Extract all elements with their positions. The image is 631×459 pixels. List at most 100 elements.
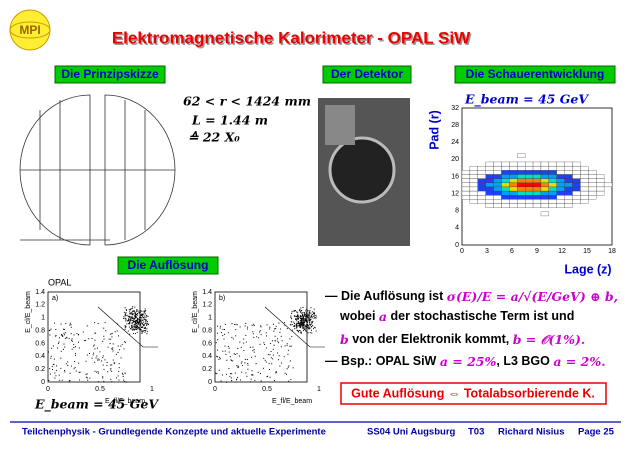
scatter-dot bbox=[111, 348, 113, 350]
scatter-dot bbox=[281, 340, 283, 342]
scatter-dot bbox=[144, 323, 146, 325]
scatter-dot bbox=[288, 380, 290, 382]
scatter-dot bbox=[121, 343, 123, 345]
scatter-dot bbox=[289, 338, 291, 340]
scatter-dot bbox=[307, 310, 309, 312]
scatter-dot bbox=[136, 323, 138, 325]
heat-cell bbox=[548, 178, 557, 183]
scatter-dot bbox=[118, 367, 120, 369]
scatter-dot bbox=[124, 325, 126, 327]
scatter-dot bbox=[102, 376, 104, 378]
scatter-dot bbox=[139, 321, 141, 323]
section-label: Der Detektor bbox=[331, 67, 403, 81]
scatter-dot bbox=[236, 365, 238, 367]
heat-cell bbox=[572, 199, 581, 204]
scatter-dot bbox=[300, 323, 302, 325]
scatter-dot bbox=[131, 315, 133, 317]
scatter-dot bbox=[143, 312, 145, 314]
heat-cell bbox=[588, 182, 597, 188]
scatter-dot bbox=[296, 318, 298, 320]
scatter-dot bbox=[85, 339, 87, 341]
scatter-dot bbox=[146, 323, 148, 325]
scatter-dot bbox=[252, 331, 254, 333]
scatter-dot bbox=[111, 333, 113, 335]
scatter-dot bbox=[258, 331, 260, 333]
scatter-dot bbox=[50, 355, 52, 357]
scatter-dot bbox=[123, 317, 125, 319]
scatter-dot bbox=[310, 312, 312, 314]
scatter-dot bbox=[135, 319, 137, 321]
scatter-dot bbox=[147, 315, 149, 317]
scatter-dot bbox=[304, 324, 306, 326]
scatter-dot bbox=[128, 319, 130, 321]
scatter-dot bbox=[132, 306, 134, 308]
heat-cell bbox=[517, 190, 526, 196]
scatter-dot bbox=[299, 323, 301, 325]
scatter-dot bbox=[229, 356, 231, 358]
heat-cell bbox=[509, 182, 518, 188]
scatter-dot bbox=[58, 337, 60, 339]
scatter-dot bbox=[130, 322, 132, 324]
scatter-dot bbox=[118, 363, 120, 365]
scatter-dot bbox=[300, 319, 302, 321]
scatter-dot bbox=[132, 321, 134, 323]
heat-cell bbox=[525, 195, 534, 200]
scatter-dot bbox=[222, 350, 224, 352]
detector-sketch bbox=[19, 94, 176, 246]
scatter-dot bbox=[67, 365, 69, 367]
tick-label: 0.4 bbox=[35, 353, 45, 360]
scatter-dot bbox=[286, 328, 288, 330]
heat-cell bbox=[532, 199, 542, 204]
scatter-dot bbox=[133, 328, 135, 330]
scatter-dot bbox=[297, 317, 299, 319]
scatter-dot bbox=[300, 319, 302, 321]
heat-cell bbox=[588, 190, 597, 196]
scatter-dot bbox=[295, 324, 297, 326]
scatter-dot bbox=[252, 346, 254, 348]
scatter-dot bbox=[116, 330, 118, 332]
scatter-dot bbox=[49, 329, 51, 331]
tick-label: 0.8 bbox=[35, 327, 45, 334]
heat-cell bbox=[485, 174, 494, 179]
scatter-dot bbox=[309, 314, 311, 316]
scatter-dot bbox=[299, 322, 301, 324]
scatter-dot bbox=[130, 319, 132, 321]
scatter-dot bbox=[229, 375, 231, 377]
scatter-dot bbox=[276, 371, 278, 373]
scatter-dot bbox=[60, 367, 62, 369]
scatter-dot bbox=[140, 324, 142, 326]
scatter-dot bbox=[91, 357, 93, 359]
heat-cell bbox=[517, 174, 526, 179]
scatter-dot bbox=[130, 328, 132, 330]
scatter-dot bbox=[298, 318, 300, 320]
scatter-dot bbox=[130, 328, 132, 330]
scatter-dot bbox=[254, 355, 256, 357]
scatter-dot bbox=[110, 338, 112, 340]
scatter-dot bbox=[306, 319, 308, 321]
heat-cell bbox=[517, 165, 526, 171]
heat-cell bbox=[532, 182, 542, 188]
scatter-dot bbox=[107, 371, 109, 373]
scatter-dot bbox=[94, 332, 96, 334]
heat-cell bbox=[580, 195, 589, 200]
scatter-dot bbox=[130, 324, 132, 326]
scatter-dot bbox=[293, 315, 295, 317]
scatter-dot bbox=[217, 325, 219, 327]
scatter-dot bbox=[293, 321, 295, 323]
scatter-dot bbox=[223, 333, 225, 335]
scatter-dot bbox=[117, 375, 119, 377]
scatter-dot bbox=[104, 322, 106, 324]
heat-cell bbox=[469, 195, 478, 200]
scatter-dot bbox=[144, 320, 146, 322]
section-label: Die Schauerentwicklung bbox=[466, 67, 605, 81]
heat-cell bbox=[572, 195, 581, 200]
heat-cell bbox=[461, 186, 471, 192]
scatter-dot bbox=[62, 335, 64, 337]
scatter-dot bbox=[117, 345, 119, 347]
scatter-dot bbox=[124, 314, 126, 316]
heat-cell bbox=[548, 203, 557, 208]
scatter-dot bbox=[58, 374, 60, 376]
scatter-dot bbox=[301, 315, 303, 317]
scatter-dot bbox=[296, 322, 298, 324]
scatter-dot bbox=[238, 366, 240, 368]
